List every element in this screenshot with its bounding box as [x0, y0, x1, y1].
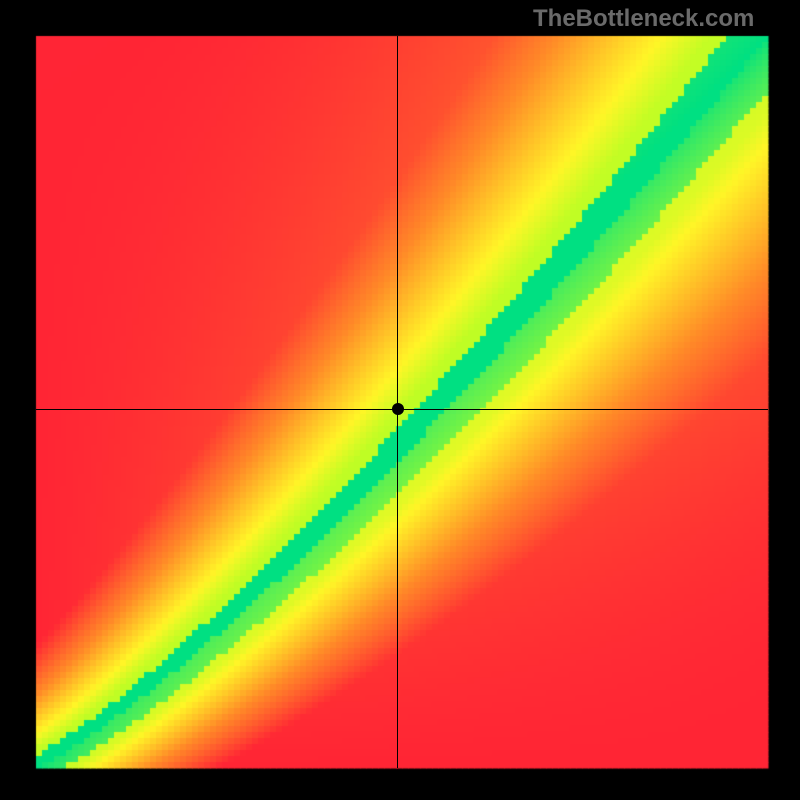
data-point-marker — [392, 403, 404, 415]
heatmap-canvas — [0, 0, 800, 800]
crosshair-vertical — [397, 36, 398, 768]
watermark-text: TheBottleneck.com — [533, 5, 754, 33]
chart-container: TheBottleneck.com — [0, 0, 800, 800]
